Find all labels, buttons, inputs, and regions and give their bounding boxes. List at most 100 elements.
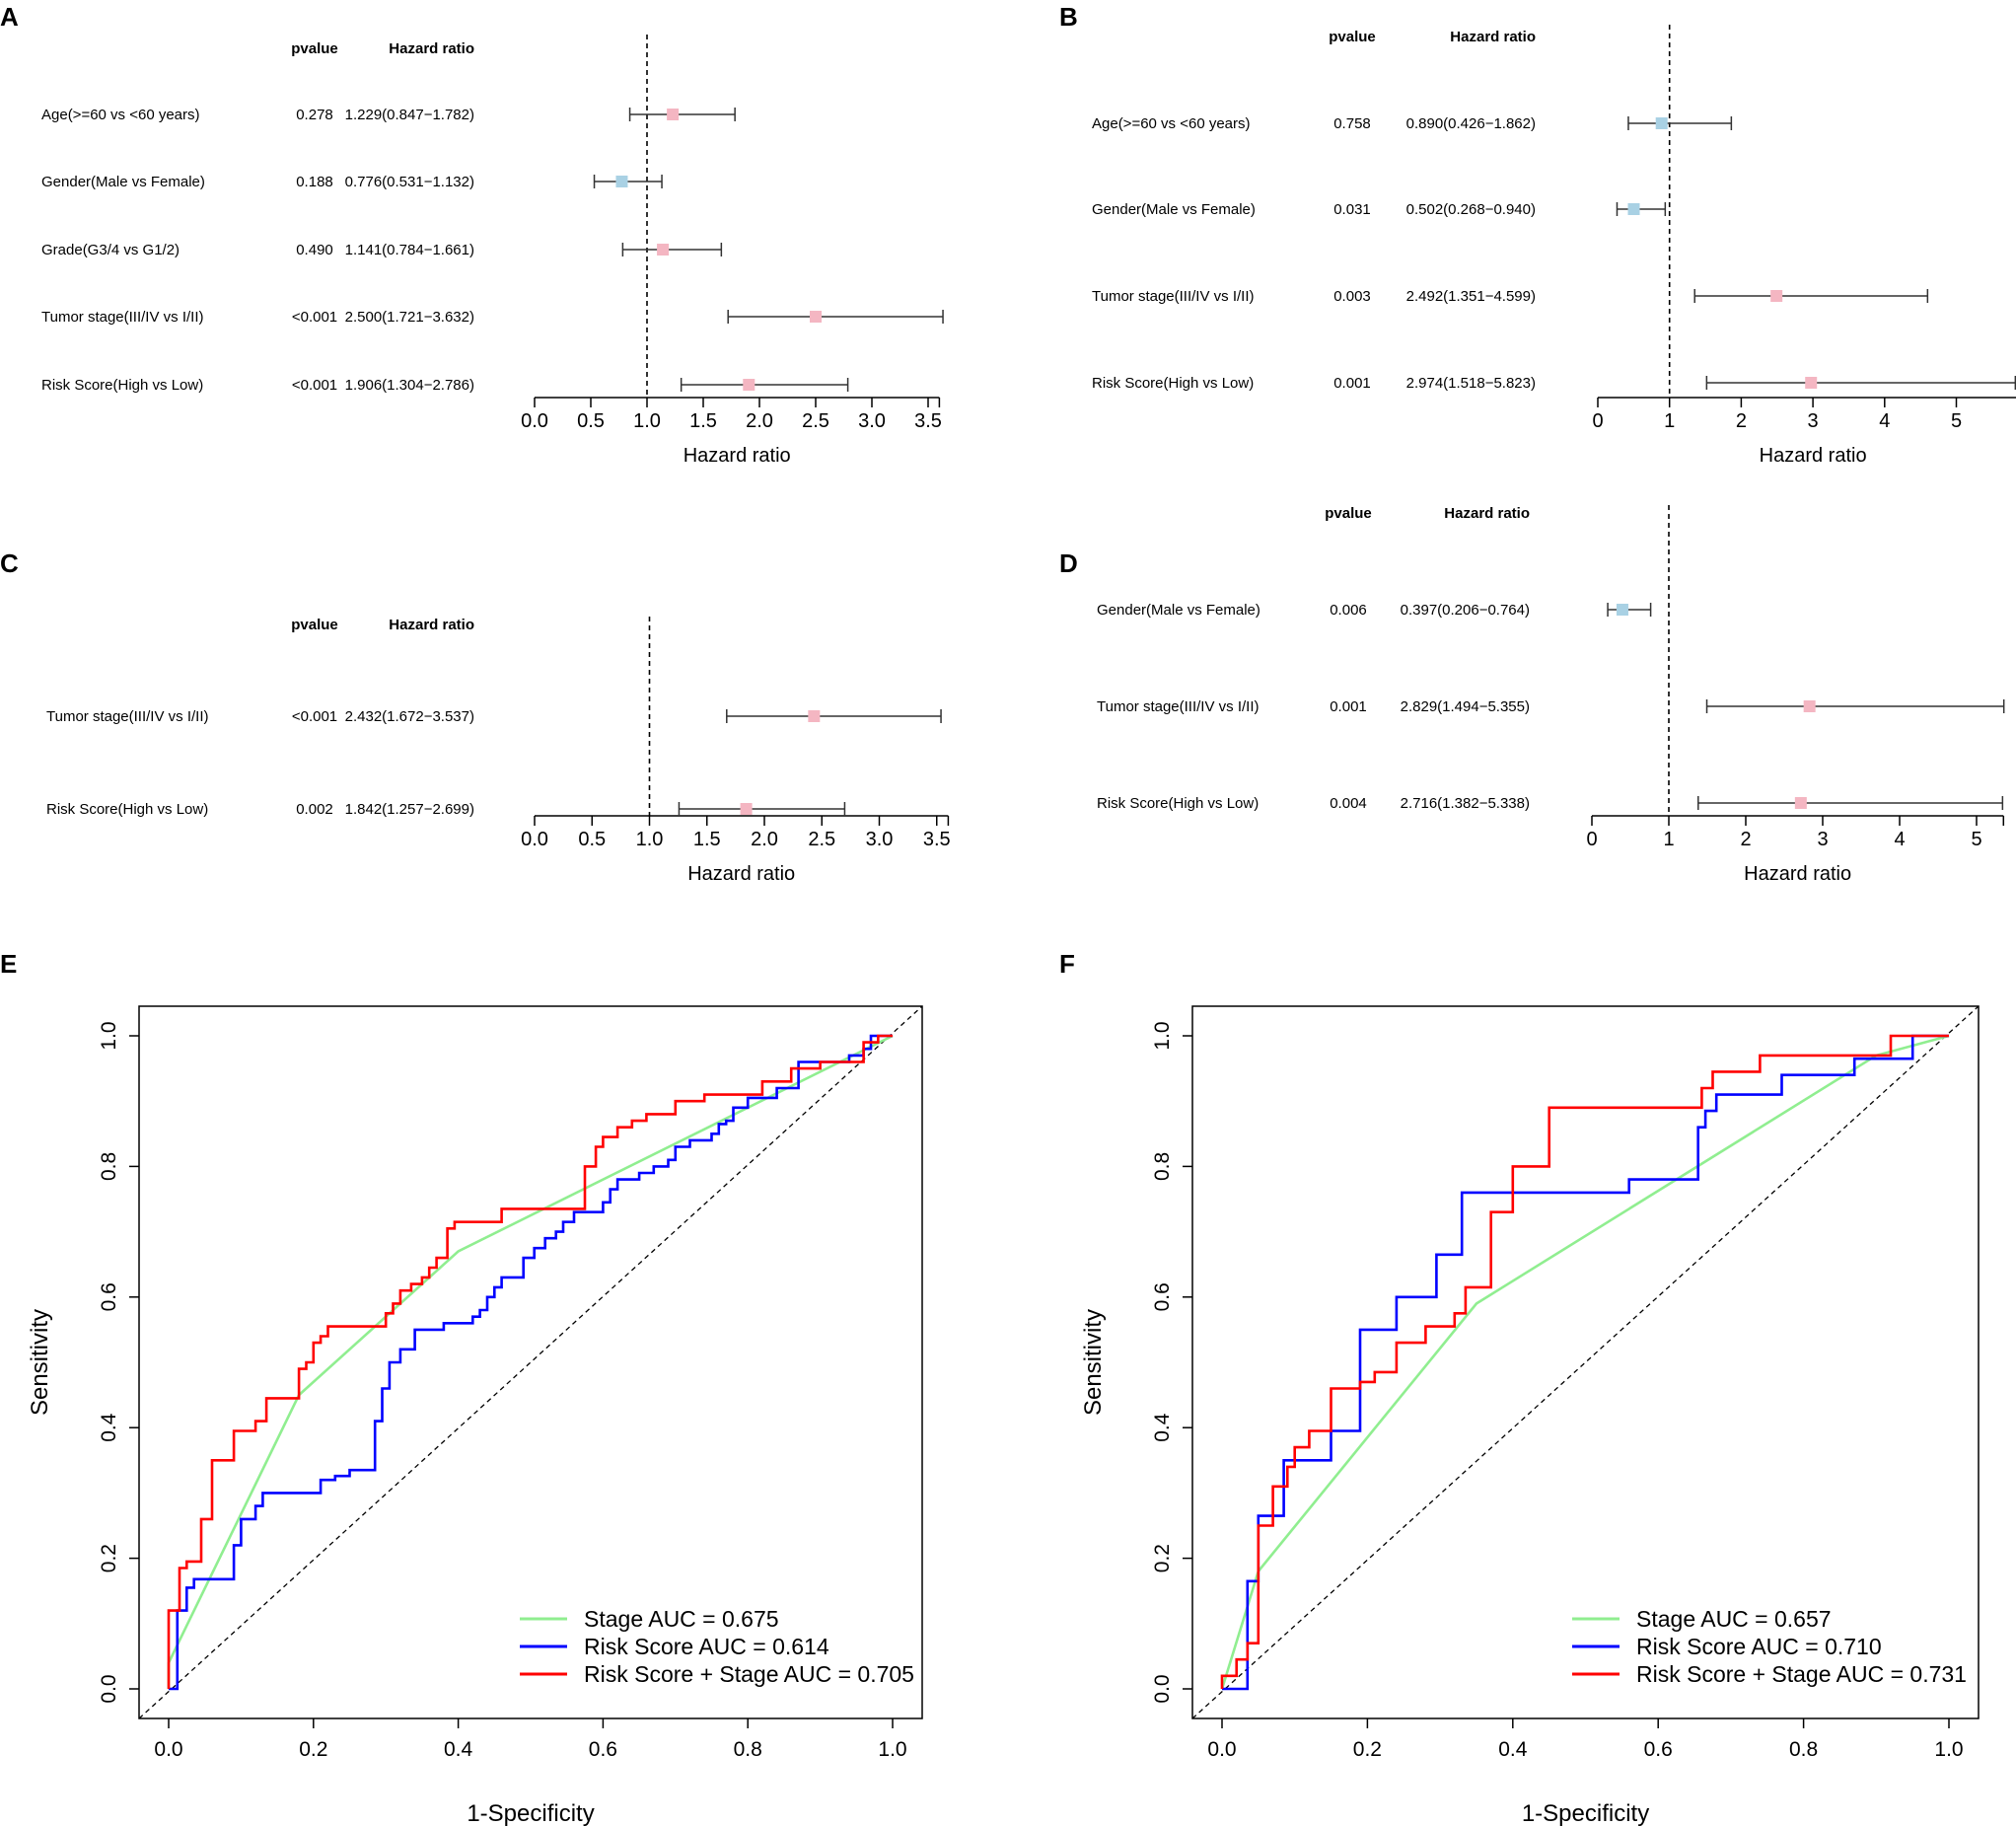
x-tick-label: 4 xyxy=(1879,410,1890,432)
x-tick-label: 2.5 xyxy=(802,410,829,432)
hr-point xyxy=(743,379,756,391)
row-hr-text: 2.492(1.351−4.599) xyxy=(1406,288,1536,305)
x-tick-label: 1.0 xyxy=(633,410,661,432)
row-hr-text: 1.842(1.257−2.699) xyxy=(345,801,474,818)
x-tick-label: 2 xyxy=(1736,410,1747,432)
x-tick-label: 0.2 xyxy=(299,1738,327,1761)
hr-point xyxy=(1627,203,1640,215)
row-pvalue: 0.002 xyxy=(296,801,333,818)
x-tick-label: 0 xyxy=(1592,410,1603,432)
x-tick-label: 0.0 xyxy=(154,1738,182,1761)
x-tick-label: 4 xyxy=(1894,829,1905,850)
panel-letter: B xyxy=(1059,2,1078,32)
row-label: Gender(Male vs Female) xyxy=(41,174,205,190)
row-hr-text: 2.974(1.518−5.823) xyxy=(1406,375,1536,392)
roc-curve-series-2 xyxy=(1222,1034,1949,1691)
hr-point xyxy=(1805,377,1818,389)
roc-panel-e: E 0.0 0.0 0.2 0.2 0.4 0.4 0.6 0.6 0.8 0.8 1.0 1.0 1-S… xyxy=(0,949,923,1826)
row-pvalue: 0.006 xyxy=(1330,602,1367,619)
hr-point xyxy=(810,311,822,323)
row-pvalue: 0.758 xyxy=(1333,115,1371,132)
x-axis-label: Hazard ratio xyxy=(1760,445,1867,467)
roc-curve-series-1 xyxy=(167,1034,894,1689)
row-hr-text: 0.502(0.268−0.940) xyxy=(1406,201,1536,218)
row-hr-text: 1.906(1.304−2.786) xyxy=(345,377,474,394)
x-tick-label: 3 xyxy=(1817,829,1828,850)
x-tick-label: 1.0 xyxy=(1934,1738,1963,1761)
row-pvalue: 0.003 xyxy=(1333,288,1371,305)
x-tick-label: 3 xyxy=(1808,410,1819,432)
legend-label: Stage AUC = 0.675 xyxy=(584,1606,779,1632)
legend-label: Stage AUC = 0.657 xyxy=(1636,1606,1832,1632)
x-axis-label: 1-Specificity xyxy=(467,1800,594,1826)
y-tick-label: 0.4 xyxy=(1151,1413,1174,1442)
x-tick-label: 5 xyxy=(1971,829,1981,850)
y-tick-label: 0.8 xyxy=(98,1152,120,1181)
x-tick-label: 0.2 xyxy=(1353,1738,1382,1761)
row-hr-text: 1.141(0.784−1.661) xyxy=(345,242,474,258)
x-tick-label: 0 xyxy=(1586,829,1597,850)
row-hr-text: 2.432(1.672−3.537) xyxy=(345,708,474,725)
plot-frame xyxy=(1191,1005,1980,1719)
x-tick-label: 2.0 xyxy=(746,410,773,432)
pvalue-header: pvalue xyxy=(1329,29,1376,45)
x-tick-label: 5 xyxy=(1951,410,1962,432)
hr-point xyxy=(1803,700,1816,712)
x-tick-label: 0.0 xyxy=(521,410,548,432)
x-axis-label: 1-Specificity xyxy=(1522,1800,1649,1826)
y-axis-label: Sensitivity xyxy=(27,1309,53,1416)
x-tick-label: 0.5 xyxy=(578,829,606,850)
panel-letter: F xyxy=(1059,949,1075,979)
row-hr-text: 0.397(0.206−0.764) xyxy=(1401,602,1530,619)
x-axis-label: Hazard ratio xyxy=(684,445,791,467)
row-label: Risk Score(High vs Low) xyxy=(1092,375,1254,392)
x-tick-label: 0.4 xyxy=(1498,1738,1528,1761)
x-tick-label: 0.6 xyxy=(589,1738,617,1761)
hazard-ratio-header: Hazard ratio xyxy=(389,617,474,633)
diagonal-reference-line xyxy=(1192,1006,1979,1718)
panel-letter: A xyxy=(0,2,19,32)
diagonal-reference-line xyxy=(139,1006,922,1718)
row-pvalue: 0.490 xyxy=(296,242,333,258)
row-label: Tumor stage(III/IV vs I/II) xyxy=(46,708,208,725)
x-tick-label: 0.8 xyxy=(1789,1738,1818,1761)
y-tick-label: 0.2 xyxy=(1151,1544,1174,1572)
x-tick-label: 2.0 xyxy=(751,829,778,850)
panel-letter: C xyxy=(0,548,19,578)
plot-frame xyxy=(138,1005,923,1719)
row-pvalue: 0.188 xyxy=(296,174,333,190)
row-label: Tumor stage(III/IV vs I/II) xyxy=(41,309,203,326)
pvalue-header: pvalue xyxy=(1325,505,1372,522)
hr-point xyxy=(1770,290,1783,302)
pvalue-header: pvalue xyxy=(291,40,338,57)
hr-point xyxy=(1616,604,1628,616)
row-label: Tumor stage(III/IV vs I/II) xyxy=(1097,698,1259,715)
hr-point xyxy=(1794,797,1807,809)
row-pvalue: 0.004 xyxy=(1330,795,1367,812)
x-tick-label: 1.5 xyxy=(693,829,721,850)
row-pvalue: 0.031 xyxy=(1333,201,1371,218)
row-hr-text: 1.229(0.847−1.782) xyxy=(345,107,474,123)
x-tick-label: 2 xyxy=(1740,829,1751,850)
y-tick-label: 0.0 xyxy=(1151,1674,1174,1703)
hr-point xyxy=(667,109,680,120)
x-tick-label: 1.5 xyxy=(689,410,717,432)
row-pvalue: <0.001 xyxy=(292,309,337,326)
row-label: Tumor stage(III/IV vs I/II) xyxy=(1092,288,1254,305)
row-pvalue: 0.001 xyxy=(1333,375,1371,392)
row-pvalue: 0.001 xyxy=(1330,698,1367,715)
pvalue-header: pvalue xyxy=(291,617,338,633)
row-label: Gender(Male vs Female) xyxy=(1092,201,1256,218)
legend-label: Risk Score AUC = 0.710 xyxy=(1636,1634,1882,1659)
x-tick-label: 3.0 xyxy=(858,410,886,432)
y-tick-label: 1.0 xyxy=(1151,1021,1174,1050)
x-tick-label: 0.0 xyxy=(521,829,548,850)
row-hr-text: 2.500(1.721−3.632) xyxy=(345,309,474,326)
roc-curve-series-1 xyxy=(1220,1034,1950,1690)
row-hr-text: 2.716(1.382−5.338) xyxy=(1401,795,1530,812)
legend-label: Risk Score AUC = 0.614 xyxy=(584,1634,829,1659)
